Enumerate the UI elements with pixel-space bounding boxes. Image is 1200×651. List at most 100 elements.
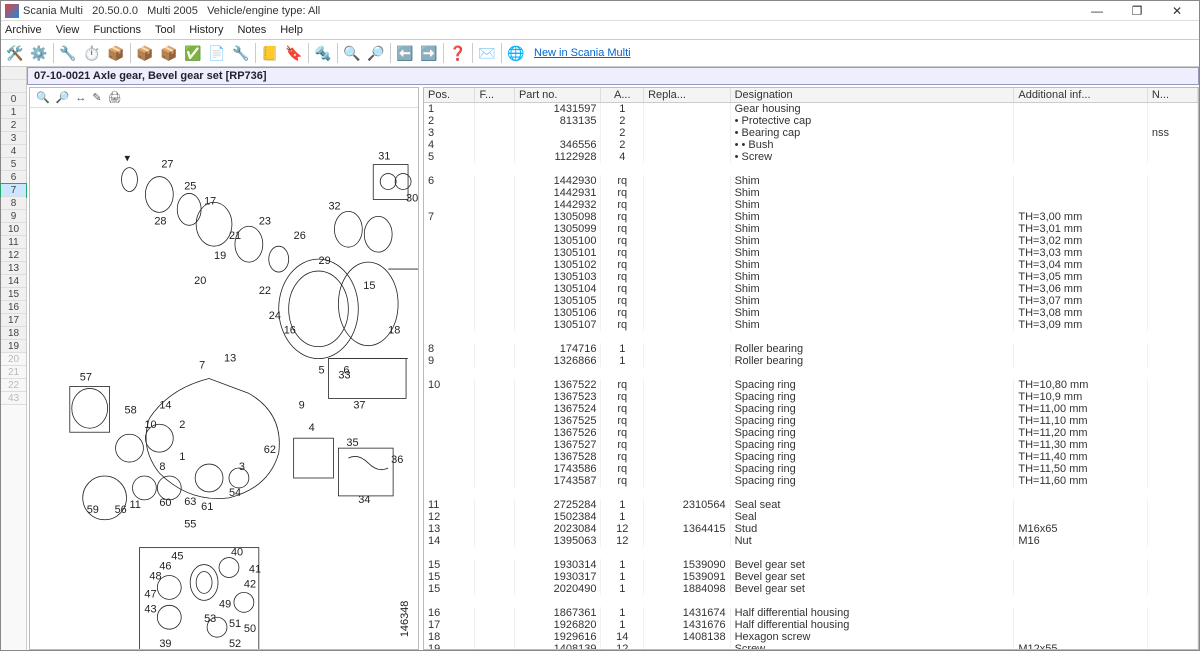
exploded-diagram[interactable]: 27▾ 2517 282123 1926 323130 29 2022 2416… (30, 108, 418, 649)
column-header[interactable]: Additional inf... (1014, 88, 1148, 103)
table-row[interactable]: 1367527rqSpacing ringTH=11,30 mm (424, 439, 1198, 451)
maximize-button[interactable]: ❐ (1123, 3, 1151, 19)
table-row[interactable]: 71305098rqShimTH=3,00 mm (424, 211, 1198, 223)
column-header[interactable]: Pos. (424, 88, 475, 103)
tool-flag-icon[interactable]: 🔖 (283, 42, 305, 64)
ruler-cell[interactable]: 16 (1, 301, 26, 314)
table-row[interactable]: 1305103rqShimTH=3,05 mm (424, 271, 1198, 283)
column-header[interactable]: Repla... (644, 88, 731, 103)
menu-functions[interactable]: Functions (93, 24, 141, 36)
tool-package-icon[interactable]: 📦 (105, 42, 127, 64)
tool-vehicle-icon[interactable]: 🛠️ (4, 42, 26, 64)
parts-table-pane[interactable]: Pos.F...Part no.A...Repla...DesignationA… (423, 87, 1199, 650)
ruler-cell[interactable] (1, 67, 26, 80)
column-header[interactable]: Designation (730, 88, 1014, 103)
minimize-button[interactable]: — (1083, 3, 1111, 19)
column-header[interactable]: A... (601, 88, 644, 103)
print-icon[interactable]: 🖨 (108, 91, 122, 104)
tool-note-icon[interactable]: 📒 (259, 42, 281, 64)
table-row[interactable]: 28131352• Protective cap (424, 115, 1198, 127)
table-row[interactable]: 1305106rqShimTH=3,08 mm (424, 307, 1198, 319)
ruler-cell[interactable]: 17 (1, 314, 26, 327)
menu-tool[interactable]: Tool (155, 24, 175, 36)
close-button[interactable]: ✕ (1163, 3, 1191, 19)
ruler-cell[interactable]: 43 (1, 392, 26, 405)
table-row[interactable]: 1305102rqShimTH=3,04 mm (424, 259, 1198, 271)
ruler-cell[interactable]: 11 (1, 236, 26, 249)
table-row[interactable]: 1367526rqSpacing ringTH=11,20 mm (424, 427, 1198, 439)
toolbar-link-new[interactable]: New in Scania Multi (534, 47, 631, 59)
table-row[interactable]: 1367524rqSpacing ringTH=11,00 mm (424, 403, 1198, 415)
ruler-cell[interactable]: 21 (1, 366, 26, 379)
tool-find-icon[interactable]: 🔎 (365, 42, 387, 64)
table-row[interactable]: 15202049011884098Bevel gear set (424, 583, 1198, 595)
table-row[interactable]: 181929616141408138Hexagon screw (424, 631, 1198, 643)
tool-mail-icon[interactable]: ✉️ (476, 42, 498, 64)
table-row[interactable]: 1442932rqShim (424, 199, 1198, 211)
ruler-cell[interactable]: 13 (1, 262, 26, 275)
tool-doc-icon[interactable]: 📄 (206, 42, 228, 64)
ruler-cell[interactable]: 0 (1, 93, 26, 106)
table-row[interactable]: 1305105rqShimTH=3,07 mm (424, 295, 1198, 307)
table-row[interactable]: 17192682011431676Half differential housi… (424, 619, 1198, 631)
table-row[interactable]: 101367522rqSpacing ringTH=10,80 mm (424, 379, 1198, 391)
table-row[interactable]: 1743587rqSpacing ringTH=11,60 mm (424, 475, 1198, 487)
tool-binoculars-icon[interactable]: 🔍 (341, 42, 363, 64)
zoom-out-icon[interactable]: 🔎 (56, 91, 70, 104)
table-row[interactable]: 1305104rqShimTH=3,06 mm (424, 283, 1198, 295)
ruler-cell[interactable]: 18 (1, 327, 26, 340)
menu-history[interactable]: History (189, 24, 223, 36)
ruler-cell[interactable]: 1 (1, 106, 26, 119)
table-row[interactable]: 913268661Roller bearing (424, 355, 1198, 367)
menu-notes[interactable]: Notes (237, 24, 266, 36)
table-row[interactable]: 61442930rqShim (424, 175, 1198, 187)
table-row[interactable]: 1305107rqShimTH=3,09 mm (424, 319, 1198, 331)
ruler-cell[interactable]: 22 (1, 379, 26, 392)
ruler-cell[interactable]: 6 (1, 171, 26, 184)
tool-wrench-icon[interactable]: 🔧 (230, 42, 252, 64)
column-header[interactable]: N... (1147, 88, 1197, 103)
ruler-cell[interactable]: 9 (1, 210, 26, 223)
tool-part-icon[interactable]: 🔩 (312, 42, 334, 64)
ruler-cell[interactable]: 4 (1, 145, 26, 158)
tool-gear-icon[interactable]: 🔧 (57, 42, 79, 64)
table-row[interactable]: 1367528rqSpacing ringTH=11,40 mm (424, 451, 1198, 463)
tool-help-icon[interactable]: ❓ (447, 42, 469, 64)
ruler-cell[interactable]: 2 (1, 119, 26, 132)
tool-box1-icon[interactable]: 📦 (134, 42, 156, 64)
table-row[interactable]: 511229284• Screw (424, 151, 1198, 163)
table-row[interactable]: 15193031711539091Bevel gear set (424, 571, 1198, 583)
table-row[interactable]: 16186736111431674Half differential housi… (424, 607, 1198, 619)
ruler-cell[interactable]: 10 (1, 223, 26, 236)
table-row[interactable]: 15193031411539090Bevel gear set (424, 559, 1198, 571)
table-row[interactable]: 1215023841Seal (424, 511, 1198, 523)
table-row[interactable]: 19140813912ScrewM12x55 (424, 643, 1198, 650)
ruler-cell[interactable]: 20 (1, 353, 26, 366)
ruler-cell[interactable]: 3 (1, 132, 26, 145)
pan-icon[interactable]: ↔ (75, 92, 86, 104)
tool-engine-icon[interactable]: ⚙️ (28, 42, 50, 64)
table-row[interactable]: 32• Bearing capnss (424, 127, 1198, 139)
ruler-cell[interactable]: 8 (1, 197, 26, 210)
ruler-cell[interactable]: 19 (1, 340, 26, 353)
table-row[interactable]: 132023084121364415StudM16x65 (424, 523, 1198, 535)
table-row[interactable]: 114315971Gear housing (424, 103, 1198, 116)
tool-time-icon[interactable]: ⏱️ (81, 42, 103, 64)
tool-globe-icon[interactable]: 🌐 (505, 42, 527, 64)
ruler-cell[interactable]: 14 (1, 275, 26, 288)
column-header[interactable]: Part no. (514, 88, 601, 103)
table-row[interactable]: 1743586rqSpacing ringTH=11,50 mm (424, 463, 1198, 475)
ruler-cell[interactable]: 7 (1, 184, 26, 197)
menu-archive[interactable]: Archive (5, 24, 42, 36)
tool-forward-icon[interactable]: ➡️ (418, 42, 440, 64)
table-row[interactable]: 43465562• • Bush (424, 139, 1198, 151)
table-row[interactable]: 81747161Roller bearing (424, 343, 1198, 355)
table-row[interactable]: 11272528412310564Seal seat (424, 499, 1198, 511)
table-row[interactable]: 1442931rqShim (424, 187, 1198, 199)
table-row[interactable]: 1305100rqShimTH=3,02 mm (424, 235, 1198, 247)
table-row[interactable]: 1367525rqSpacing ringTH=11,10 mm (424, 415, 1198, 427)
tool-back-icon[interactable]: ⬅️ (394, 42, 416, 64)
table-row[interactable]: 1305099rqShimTH=3,01 mm (424, 223, 1198, 235)
tool-check-icon[interactable]: ✅ (182, 42, 204, 64)
ruler-cell[interactable]: 5 (1, 158, 26, 171)
